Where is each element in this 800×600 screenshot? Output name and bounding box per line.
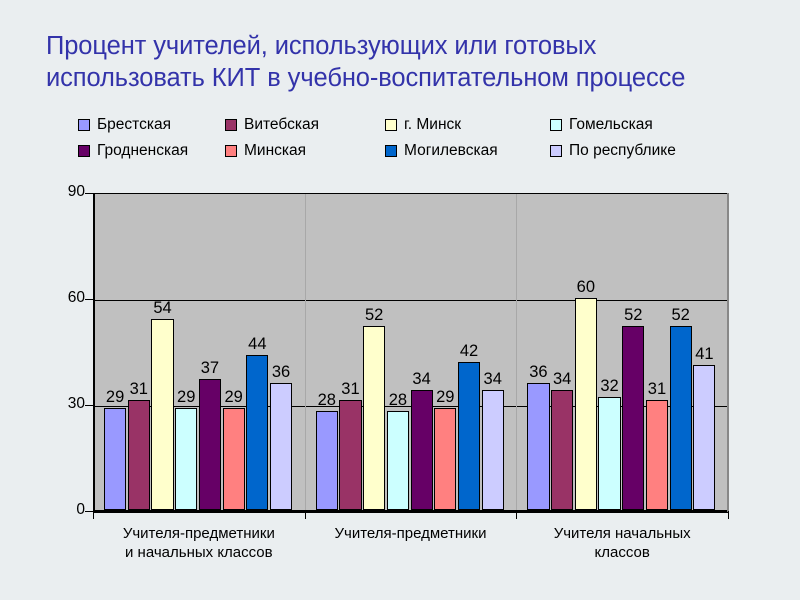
y-axis-tick-label: 60 bbox=[67, 289, 85, 306]
page-title: Процент учителей, использующих или готов… bbox=[46, 32, 686, 92]
legend-item: Витебская bbox=[225, 114, 319, 136]
legend-item-label: г. Минск bbox=[404, 116, 462, 133]
chart-bar bbox=[693, 365, 716, 510]
chart-bar bbox=[127, 400, 150, 510]
chart-legend: Брестская Витебская г. Минск Гомельская Грод… bbox=[78, 114, 758, 166]
legend-item: Минская bbox=[225, 140, 306, 162]
chart-bar bbox=[574, 298, 597, 510]
legend-swatch-icon bbox=[225, 119, 237, 131]
y-axis-tick bbox=[85, 405, 94, 406]
x-axis-tick bbox=[93, 511, 94, 519]
bar-value-label: 60 bbox=[576, 278, 596, 296]
legend-item: Могилевская bbox=[385, 140, 498, 162]
bar-value-label: 52 bbox=[365, 306, 384, 325]
legend-item-label: Гродненская bbox=[97, 142, 189, 159]
bar-value-label: 32 bbox=[600, 376, 619, 395]
bar-value-label: 28 bbox=[317, 391, 336, 410]
legend-swatch-icon bbox=[550, 145, 562, 157]
x-axis-category-label: Учителя-предметники bbox=[334, 525, 487, 542]
category-separator bbox=[304, 194, 306, 510]
legend-item-label: Витебская bbox=[244, 116, 319, 133]
legend-swatch-icon bbox=[225, 145, 237, 157]
chart-bar bbox=[198, 379, 222, 510]
legend-swatch-icon bbox=[385, 145, 397, 157]
legend-item-label: Могилевская bbox=[404, 142, 498, 159]
chart-bar bbox=[363, 326, 386, 510]
chart-bar bbox=[175, 407, 198, 510]
legend-item-label: Брестская bbox=[97, 116, 171, 133]
category-separator bbox=[516, 194, 518, 510]
plot-right-border bbox=[727, 193, 729, 512]
chart-bar bbox=[104, 407, 127, 510]
x-axis-tick bbox=[304, 511, 306, 519]
bar-value-label: 41 bbox=[695, 345, 714, 364]
bar-value-label: 36 bbox=[271, 362, 291, 381]
bar-value-label: 31 bbox=[341, 380, 360, 399]
bar-value-label: 31 bbox=[129, 380, 148, 399]
chart-bar bbox=[622, 326, 645, 510]
bar-value-label: 52 bbox=[671, 306, 690, 325]
chart-bar bbox=[434, 407, 457, 510]
x-axis-tick bbox=[516, 511, 518, 519]
bar-value-label: 52 bbox=[624, 306, 643, 325]
bar-value-label: 42 bbox=[459, 341, 479, 360]
y-axis-tick bbox=[85, 511, 94, 512]
bar-value-label: 29 bbox=[177, 387, 196, 406]
legend-item: По республике bbox=[550, 140, 676, 162]
chart-plot-area bbox=[93, 193, 728, 511]
chart-bar bbox=[527, 382, 550, 510]
bar-value-label: 34 bbox=[412, 369, 431, 388]
chart-bar bbox=[598, 396, 621, 510]
chart-bar bbox=[481, 389, 504, 510]
legend-swatch-icon bbox=[550, 119, 562, 131]
x-axis bbox=[93, 511, 729, 513]
legend-swatch-icon bbox=[385, 119, 397, 131]
y-axis-tick-label: 30 bbox=[67, 395, 85, 412]
bar-value-label: 31 bbox=[647, 380, 667, 399]
chart-bar bbox=[269, 382, 293, 510]
y-axis-tick-label: 0 bbox=[76, 501, 85, 518]
chart-bar bbox=[246, 354, 269, 510]
legend-swatch-icon bbox=[78, 119, 90, 131]
legend-item-label: Минская bbox=[244, 142, 307, 159]
legend-item: г. Минск bbox=[385, 114, 461, 136]
legend-item-label: По республике bbox=[569, 142, 676, 159]
y-axis-tick bbox=[85, 193, 94, 194]
y-axis bbox=[93, 193, 95, 512]
chart-bar bbox=[222, 407, 245, 510]
x-axis-category-label: Учителя-предметники и начальных классов bbox=[122, 525, 275, 561]
bar-value-label: 34 bbox=[552, 369, 572, 388]
chart-bar bbox=[151, 319, 174, 510]
chart-bar bbox=[669, 326, 692, 510]
legend-item: Брестская bbox=[78, 114, 171, 136]
chart-bar bbox=[645, 400, 669, 510]
bar-value-label: 29 bbox=[224, 387, 243, 406]
y-axis-tick bbox=[85, 299, 94, 300]
chart-bar bbox=[386, 411, 409, 510]
bar-value-label: 28 bbox=[388, 391, 408, 410]
chart-bar bbox=[457, 361, 481, 510]
x-axis-category-label: Учителя начальных классов bbox=[553, 525, 691, 561]
chart-bar bbox=[551, 389, 574, 510]
chart-bar bbox=[315, 411, 338, 510]
legend-swatch-icon bbox=[78, 145, 90, 157]
bar-value-label: 36 bbox=[529, 362, 548, 381]
bar-value-label: 34 bbox=[483, 369, 502, 388]
bar-value-label: 29 bbox=[436, 387, 455, 406]
legend-item: Гродненская bbox=[78, 140, 188, 162]
chart-bar bbox=[339, 400, 362, 510]
legend-item-label: Гомельская bbox=[569, 116, 653, 133]
chart-bar bbox=[410, 389, 433, 510]
bar-value-label: 44 bbox=[248, 334, 267, 353]
legend-item: Гомельская bbox=[550, 114, 653, 136]
y-gridline bbox=[93, 300, 728, 301]
bar-value-label: 54 bbox=[153, 299, 172, 318]
bar-value-label: 37 bbox=[200, 359, 220, 378]
bar-value-label: 29 bbox=[105, 387, 125, 406]
y-axis-tick-label: 90 bbox=[67, 183, 85, 200]
x-axis-tick bbox=[728, 511, 729, 519]
